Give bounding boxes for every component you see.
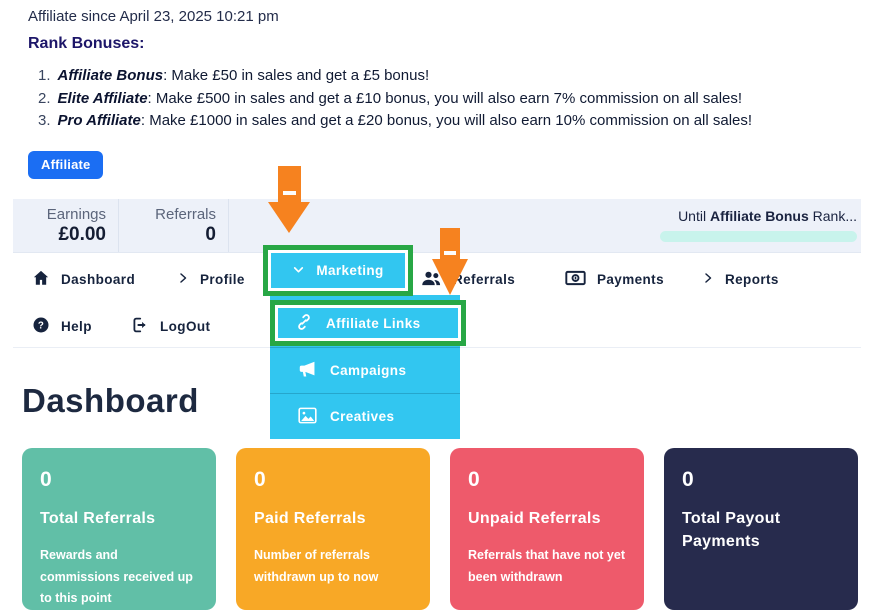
chevron-down-icon: [292, 263, 305, 279]
nav-item-referrals[interactable]: Referrals: [420, 264, 515, 294]
menu-label: Creatives: [330, 409, 395, 424]
nav-label: Profile: [200, 271, 245, 287]
until-rank-name: Affiliate Bonus: [709, 208, 809, 224]
card-value: 0: [40, 468, 52, 491]
link-icon: [295, 313, 313, 334]
menu-item-affiliate-links[interactable]: Affiliate Links: [278, 308, 458, 338]
home-icon: [32, 269, 50, 290]
nav-label: Help: [61, 318, 92, 334]
rank-number: 1.: [38, 67, 51, 84]
rank-bonus-item: 2. Elite Affiliate: Make £500 in sales an…: [38, 88, 752, 111]
card-title: Total Referrals: [40, 510, 156, 527]
stats-bar: Earnings £0.00 Referrals 0 Until Affilia…: [13, 199, 861, 253]
logout-icon: [130, 316, 149, 337]
card-title: Unpaid Referrals: [468, 510, 601, 527]
rank-term: Pro Affiliate: [57, 112, 141, 129]
down-arrow-annotation-marketing: [278, 166, 301, 203]
page-title: Dashboard: [22, 382, 199, 419]
earnings-value: £0.00: [58, 223, 106, 245]
rank-bonus-item: 1. Affiliate Bonus: Make £50 in sales and…: [38, 65, 752, 88]
rank-number: 2.: [38, 89, 51, 107]
stat-cards-row: 0 Total Referrals Rewards and commission…: [22, 448, 858, 610]
rank-text: : Make £50 in sales and get a £5 bonus!: [163, 67, 430, 84]
earnings-stat: Earnings £0.00: [13, 199, 119, 252]
nav-item-reports[interactable]: Reports: [702, 264, 779, 294]
nav-label: Payments: [597, 271, 664, 287]
nav-label: Marketing: [316, 263, 384, 278]
menu-label: Campaigns: [330, 363, 407, 378]
menu-item-campaigns[interactable]: Campaigns: [270, 347, 460, 393]
earnings-label: Earnings: [46, 205, 106, 223]
nav-item-payments[interactable]: Payments: [565, 264, 664, 294]
rank-text: : Make £500 in sales and get a £10 bonus…: [147, 89, 743, 107]
card-unpaid-referrals: 0 Unpaid Referrals Referrals that have n…: [450, 448, 644, 610]
card-title: Paid Referrals: [254, 510, 366, 527]
nav-label: Dashboard: [61, 271, 136, 287]
card-value: 0: [254, 468, 266, 491]
menu-item-creatives[interactable]: Creatives: [270, 393, 460, 439]
nav-label: LogOut: [160, 318, 211, 334]
card-value: 0: [682, 468, 694, 491]
rank-number: 3.: [38, 112, 51, 129]
nav-item-marketing[interactable]: Marketing: [271, 253, 405, 288]
card-paid-referrals: 0 Paid Referrals Number of referrals wit…: [236, 448, 430, 610]
rank-progress-bar: [660, 231, 857, 242]
question-circle-icon: ?: [32, 316, 50, 337]
megaphone-icon: [298, 361, 317, 381]
card-total-referrals: 0 Total Referrals Rewards and commission…: [22, 448, 216, 610]
users-icon: [420, 268, 442, 291]
rank-bonus-list: 1. Affiliate Bonus: Make £50 in sales and…: [38, 65, 752, 133]
card-description: Rewards and commissions received up to t…: [40, 548, 193, 606]
card-description: Number of referrals withdrawn up to now: [254, 548, 379, 584]
card-title: Total Payout Payments: [682, 510, 781, 551]
rank-bonus-item: 3. Pro Affiliate: Make £1000 in sales and…: [38, 110, 752, 133]
rank-term: Affiliate Bonus: [57, 67, 164, 84]
referrals-value: 0: [205, 223, 216, 245]
rank-bonuses-heading: Rank Bonuses:: [28, 35, 145, 52]
nav-item-profile[interactable]: Profile: [177, 264, 245, 294]
until-suffix: Rank...: [808, 208, 857, 224]
annotation-box-affiliate-links: Affiliate Links: [270, 300, 466, 346]
nav-item-dashboard[interactable]: Dashboard: [32, 264, 135, 294]
nav-label: Referrals: [453, 271, 516, 287]
nav-item-help[interactable]: ? Help: [32, 311, 92, 341]
chevron-right-icon: [177, 272, 189, 287]
svg-text:?: ?: [38, 320, 44, 331]
until-rank-text: Until Affiliate Bonus Rank...: [660, 208, 857, 224]
referrals-stat: Referrals 0: [119, 199, 229, 252]
annotation-box-marketing: Marketing: [263, 245, 413, 296]
menu-label: Affiliate Links: [326, 315, 421, 331]
image-icon: [298, 407, 317, 427]
card-description: Referrals that have not yet been withdra…: [468, 548, 625, 584]
affiliate-since-text: Affiliate since April 23, 2025 10:21 pm: [28, 8, 279, 25]
affiliate-button[interactable]: Affiliate: [28, 151, 104, 179]
rank-text: : Make £1000 in sales and get a £20 bonu…: [140, 112, 753, 129]
rank-progress-block: Until Affiliate Bonus Rank...: [660, 208, 857, 242]
referrals-label: Referrals: [155, 205, 216, 223]
card-total-payout-payments: 0 Total Payout Payments: [664, 448, 858, 610]
until-prefix: Until: [678, 208, 710, 224]
nav-label: Reports: [725, 271, 779, 287]
chevron-right-icon: [702, 272, 714, 287]
rank-term: Elite Affiliate: [57, 89, 148, 107]
card-value: 0: [468, 468, 480, 491]
banknote-icon: [565, 269, 586, 290]
nav-item-logout[interactable]: LogOut: [130, 311, 210, 341]
arrow-dash: [283, 191, 296, 195]
